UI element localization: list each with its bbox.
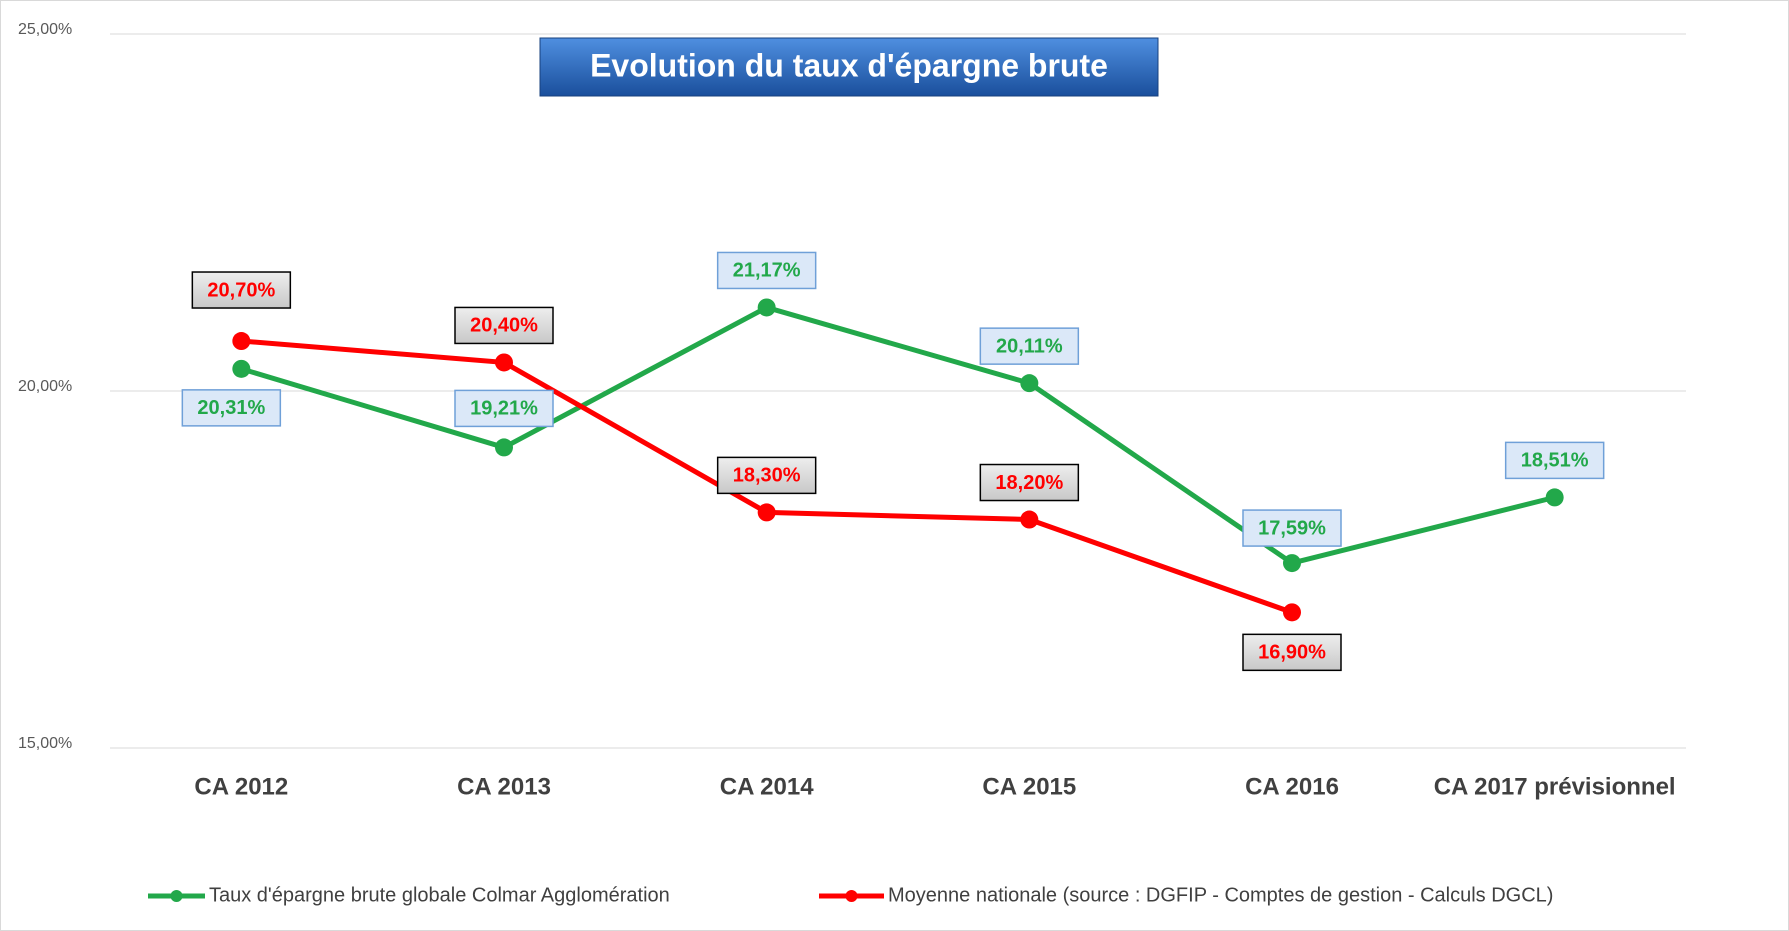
value-label-box — [454, 389, 554, 428]
point — [1283, 603, 1301, 622]
chart-title: Evolution du taux d'épargne brute — [590, 47, 1108, 83]
value-label: 19,21% — [470, 398, 538, 420]
title-box — [539, 37, 1159, 97]
value-label-box — [716, 251, 817, 290]
point — [757, 503, 776, 522]
value-label: 18,20% — [995, 472, 1063, 494]
value-label: 18,51% — [1521, 450, 1589, 472]
value-label: 20,31% — [197, 397, 265, 419]
point — [495, 353, 513, 372]
value-label-box — [1504, 441, 1605, 480]
point — [1020, 374, 1039, 393]
point — [1283, 554, 1301, 573]
value-label: 17,59% — [1258, 517, 1326, 539]
value-label-box — [191, 271, 292, 309]
value-label-box — [1242, 509, 1342, 547]
x-tick-label: CA 2016 — [1245, 773, 1339, 800]
x-tick-label: CA 2017 prévisionnel — [1434, 773, 1676, 800]
series-line — [240, 304, 1556, 566]
legend-marker — [170, 890, 183, 902]
value-label-box — [1242, 633, 1342, 672]
legend-label: Taux d'épargne brute globale Colmar Aggl… — [209, 884, 670, 906]
plot: 15,00% 20,00% 25,00% CA 2012 CA 2013 CA 2014 C… — [18, 21, 1686, 906]
y-tick-label: 15,00% — [18, 735, 72, 752]
value-label: 16,90% — [1258, 642, 1326, 664]
legend-marker — [845, 890, 858, 902]
value-label-box — [979, 463, 1080, 502]
x-tick-label: CA 2012 — [194, 773, 288, 800]
point — [757, 298, 776, 317]
point — [232, 359, 251, 378]
value-label: 20,11% — [996, 335, 1063, 357]
legend-label: Moyenne nationale (source : DGFIP - Comp… — [888, 884, 1553, 906]
value-label: 21,17% — [733, 260, 801, 282]
x-tick-label: CA 2014 — [720, 773, 814, 800]
x-tick-label: CA 2015 — [982, 773, 1076, 800]
value-label-box — [716, 456, 817, 495]
x-tick-label: CA 2013 — [457, 773, 551, 800]
point — [1545, 488, 1564, 507]
value-label: 20,40% — [470, 315, 538, 337]
value-label-box — [454, 306, 554, 345]
point — [232, 332, 251, 351]
value-label: 18,30% — [733, 465, 801, 487]
value-label-box — [181, 389, 282, 427]
value-label-box — [979, 327, 1080, 365]
point — [495, 438, 513, 457]
y-tick-label: 25,00% — [18, 21, 72, 38]
value-label: 20,70% — [207, 279, 275, 301]
point — [1020, 510, 1039, 529]
y-tick-label: 20,00% — [18, 378, 72, 395]
